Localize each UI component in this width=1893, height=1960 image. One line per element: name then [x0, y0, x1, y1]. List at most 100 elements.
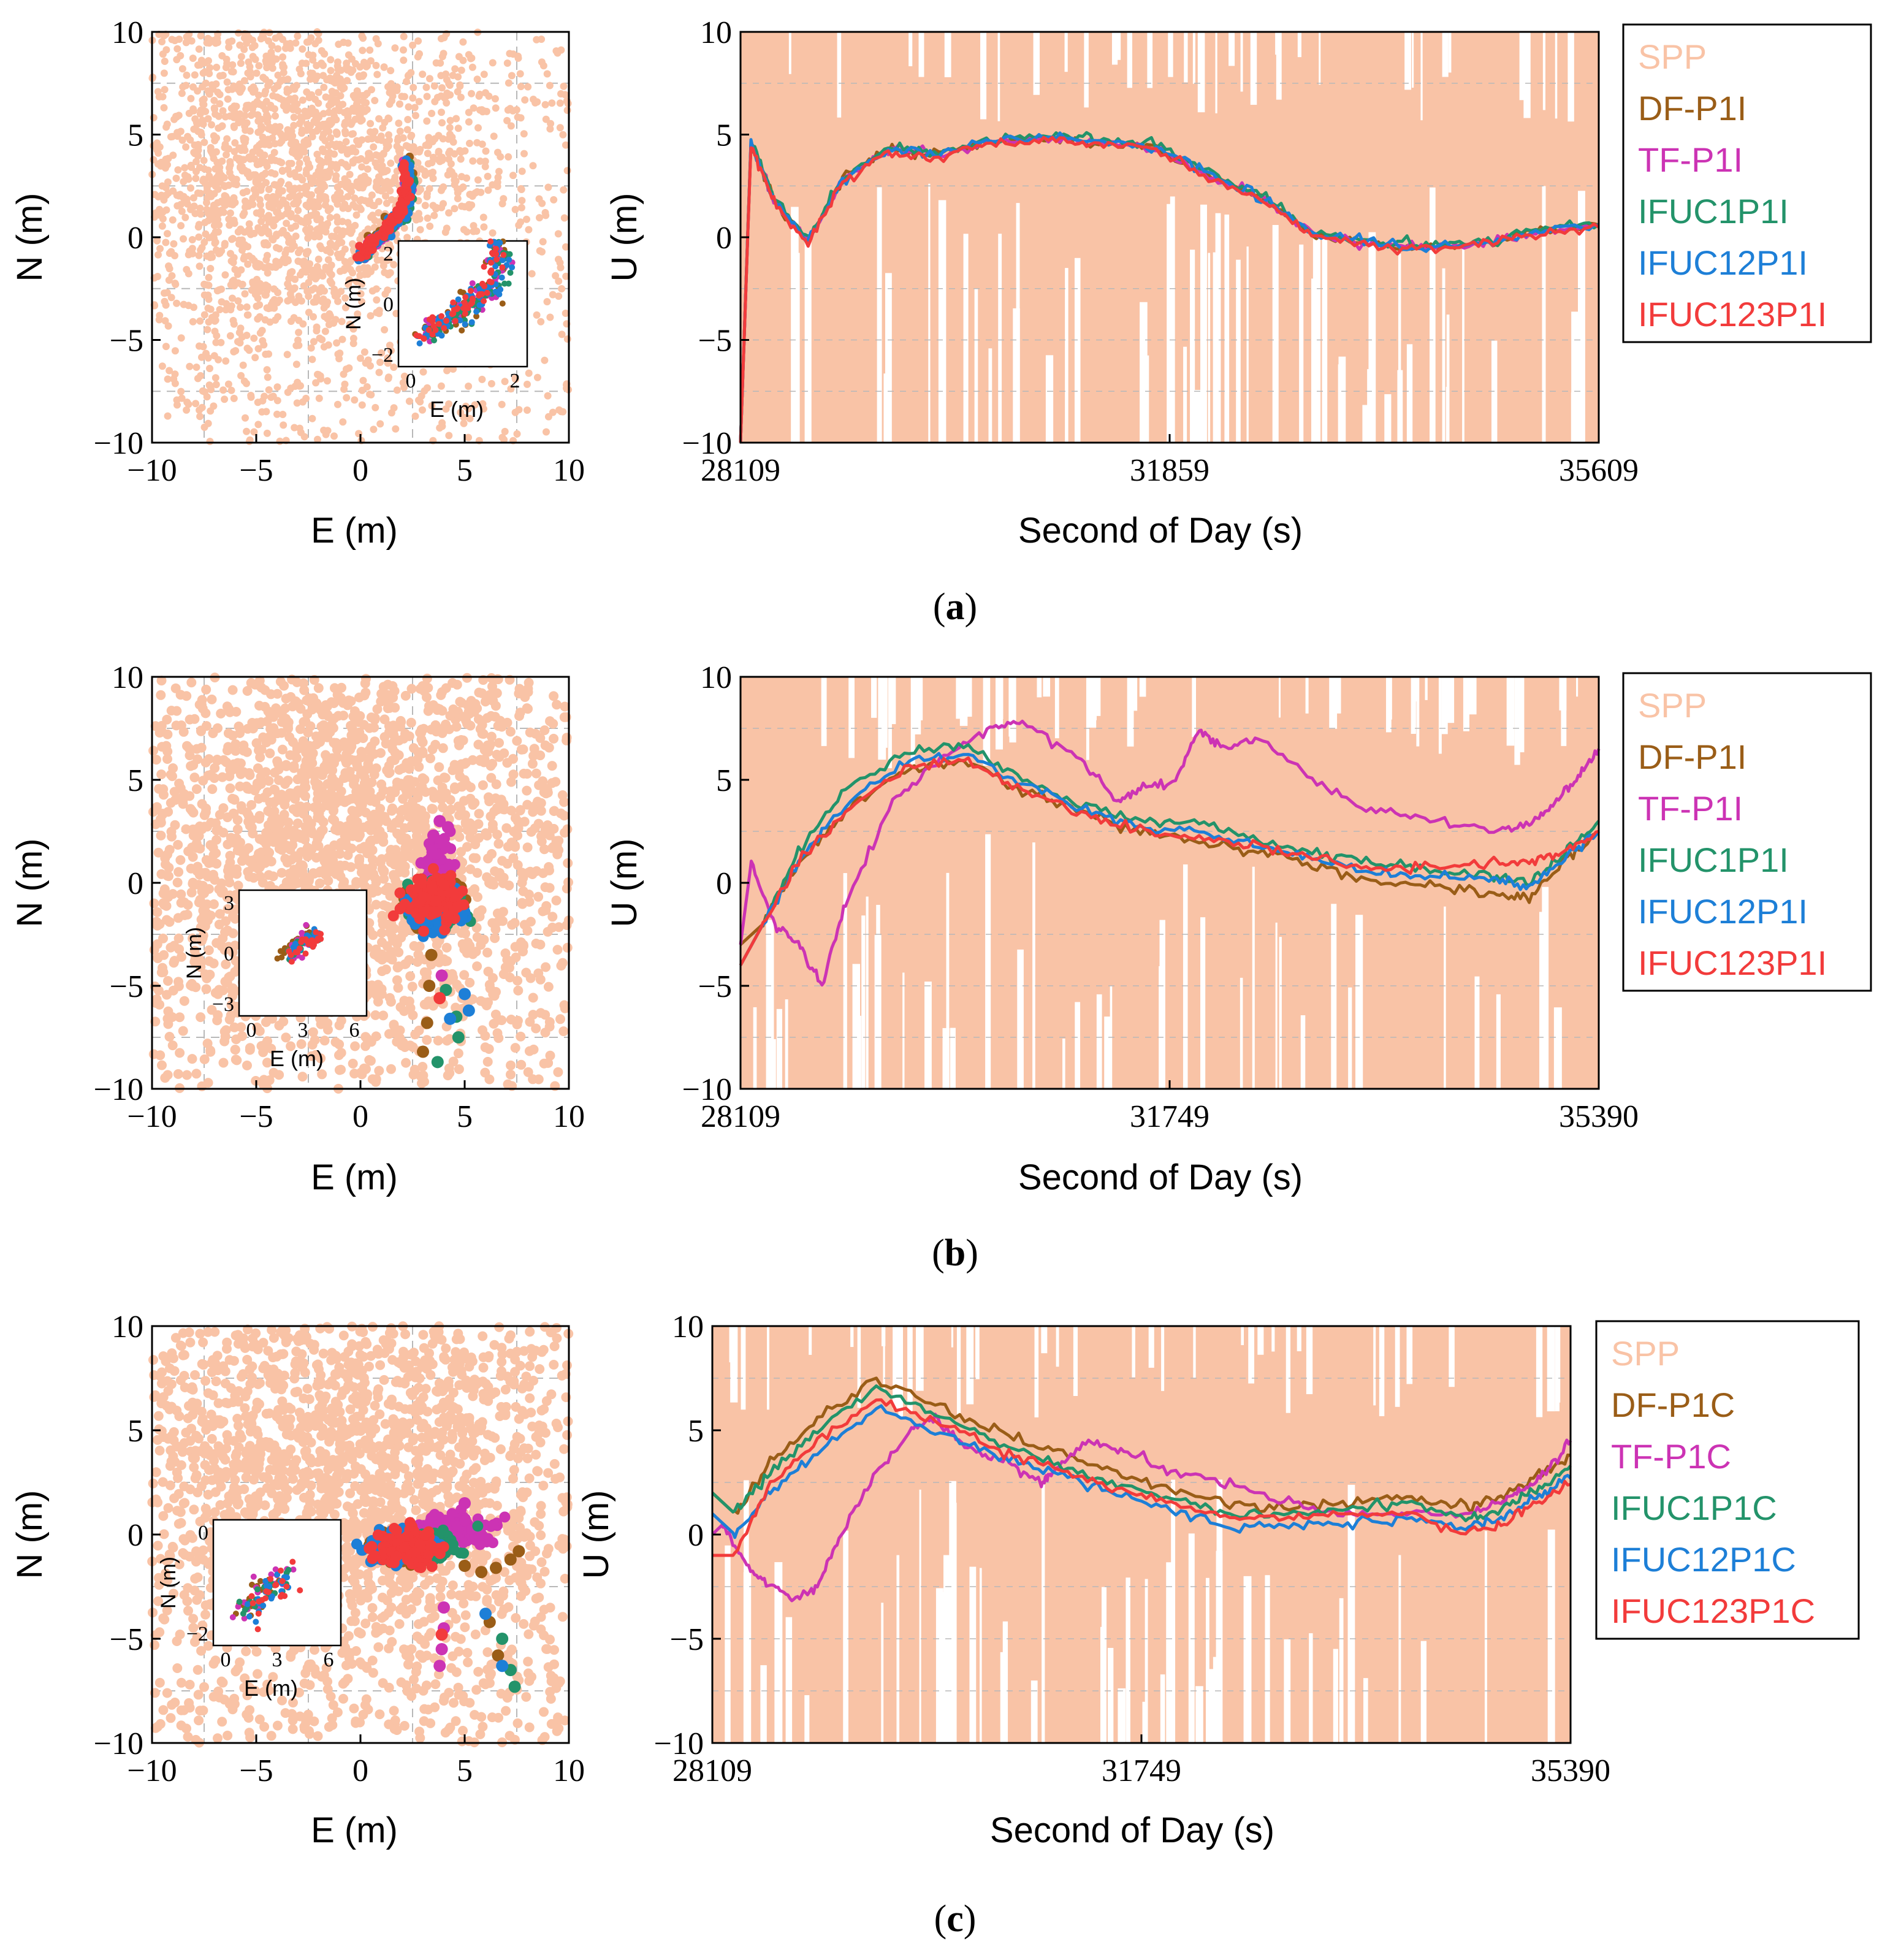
spp-point	[393, 386, 401, 394]
spp-point	[400, 224, 408, 232]
inset-point	[469, 280, 476, 287]
spp-point	[219, 107, 227, 115]
spp-gap	[1016, 203, 1020, 443]
spp-point	[351, 221, 359, 229]
spp-point	[556, 124, 564, 132]
spp-gap	[1442, 32, 1449, 77]
spp-point	[387, 80, 395, 88]
spp-point	[356, 197, 364, 205]
spp-gap	[788, 32, 791, 74]
spp-point	[311, 298, 319, 306]
spp-point	[506, 105, 514, 113]
spp-point	[278, 167, 286, 174]
spp-point	[536, 214, 543, 222]
spp-point	[335, 75, 343, 83]
spp-point	[443, 367, 451, 375]
spp-point	[154, 149, 162, 157]
spp-point	[216, 72, 224, 80]
spp-point	[303, 288, 311, 296]
spp-point	[479, 400, 487, 408]
spp-point	[423, 117, 431, 125]
spp-point	[454, 88, 462, 96]
spp-gap	[974, 289, 978, 443]
spp-point	[473, 892, 482, 902]
spp-point	[548, 99, 556, 107]
spp-point	[197, 695, 207, 705]
spp-point	[155, 814, 166, 825]
spp-point	[546, 313, 554, 321]
inset-point	[486, 278, 493, 285]
spp-point	[333, 200, 341, 208]
spp-point	[303, 248, 311, 256]
spp-point	[327, 134, 335, 142]
spp-point	[194, 148, 202, 156]
spp-point	[221, 143, 229, 151]
spp-point	[438, 743, 448, 753]
spp-point	[398, 93, 406, 101]
spp-point	[474, 911, 485, 921]
spp-point	[343, 107, 351, 115]
spp-point	[160, 104, 168, 112]
spp-point	[188, 236, 196, 243]
spp-point	[456, 82, 464, 90]
spp-point	[307, 212, 314, 219]
spp-point	[166, 367, 173, 375]
spp-point	[183, 33, 191, 41]
spp-point	[325, 102, 333, 110]
spp-gap	[1246, 246, 1249, 443]
spp-point	[539, 62, 547, 70]
spp-point	[352, 278, 360, 286]
spp-point	[375, 115, 383, 123]
spp-point	[396, 100, 403, 108]
spp-point	[314, 99, 322, 107]
spp-point	[165, 276, 173, 284]
spp-point	[268, 42, 276, 50]
spp-point	[276, 437, 284, 445]
spp-point	[215, 221, 223, 229]
spp-point	[386, 187, 394, 195]
spp-point	[209, 215, 217, 223]
spp-gap	[1065, 268, 1068, 443]
spp-point	[246, 815, 257, 825]
spp-point	[468, 90, 475, 97]
spp-point	[251, 191, 259, 199]
spp-point	[500, 195, 508, 203]
spp-point	[367, 312, 375, 320]
spp-point	[463, 228, 471, 236]
spp-point	[506, 1015, 516, 1024]
spp-point	[354, 97, 362, 105]
spp-point	[549, 806, 559, 816]
spp-point	[459, 38, 467, 46]
y-axis-label: U (m)	[604, 193, 644, 282]
legend-entry: IFUC12P1I	[1638, 243, 1808, 282]
spp-point	[197, 32, 205, 40]
spp-point	[345, 364, 353, 372]
spp-point	[290, 200, 297, 208]
spp-point	[328, 280, 335, 288]
spp-point	[334, 226, 342, 234]
spp-point	[551, 895, 562, 906]
spp-point	[446, 804, 456, 815]
spp-point	[279, 196, 287, 204]
spp-point	[518, 167, 526, 175]
spp-point	[227, 281, 235, 289]
spp-point	[497, 856, 508, 866]
spp-point	[237, 324, 245, 332]
spp-point	[550, 777, 561, 787]
spp-point	[313, 150, 321, 158]
spp-point	[272, 688, 283, 699]
spp-point	[341, 294, 349, 302]
spp-point	[334, 1065, 345, 1075]
spp-gap	[1074, 257, 1081, 443]
spp-point	[367, 57, 375, 65]
x-tick-label: 5	[457, 453, 473, 488]
spp-point	[300, 433, 308, 441]
spp-point	[270, 768, 280, 778]
spp-point	[514, 113, 522, 121]
spp-point	[507, 385, 515, 393]
spp-point	[536, 798, 546, 808]
spp-point	[516, 1031, 526, 1042]
spp-point	[183, 71, 191, 79]
spp-gap	[1111, 32, 1118, 65]
spp-point	[150, 156, 158, 164]
